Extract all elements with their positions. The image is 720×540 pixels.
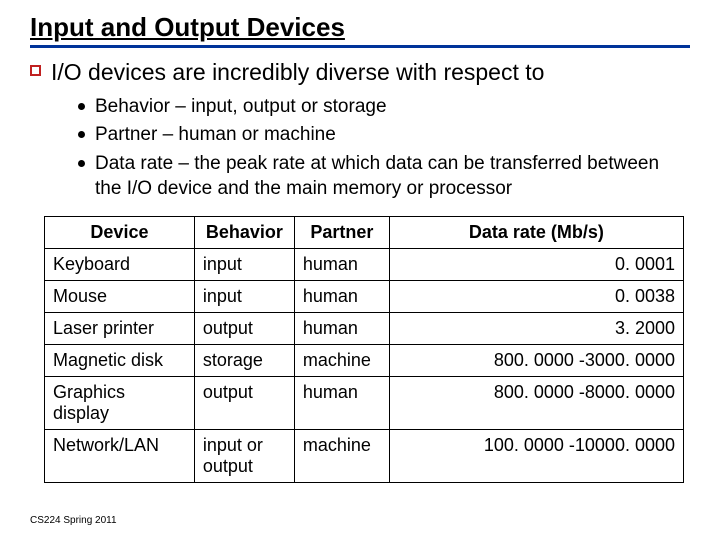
list-item: Data rate – the peak rate at which data … [78, 152, 690, 201]
main-bullet: I/O devices are incredibly diverse with … [30, 58, 690, 87]
slide-title: Input and Output Devices [30, 12, 690, 45]
slide: Input and Output Devices I/O devices are… [0, 0, 720, 483]
cell-device: Network/LAN [45, 429, 195, 482]
table-row: Mouse input human 0. 0038 [45, 280, 684, 312]
table-row: Network/LAN input or output machine 100.… [45, 429, 684, 482]
list-item: Partner – human or machine [78, 123, 690, 148]
cell-rate: 3. 2000 [389, 312, 683, 344]
cell-behavior: input [194, 248, 294, 280]
cell-device: Keyboard [45, 248, 195, 280]
cell-rate: 800. 0000 -8000. 0000 [389, 376, 683, 429]
table-header-row: Device Behavior Partner Data rate (Mb/s) [45, 216, 684, 248]
main-bullet-text: I/O devices are incredibly diverse with … [51, 58, 544, 87]
dot-bullet-icon [78, 160, 85, 167]
sub-bullet-text: Data rate – the peak rate at which data … [95, 152, 690, 201]
cell-behavior: output [194, 312, 294, 344]
cell-behavior: output [194, 376, 294, 429]
cell-behavior: storage [194, 344, 294, 376]
sub-bullet-text: Behavior – input, output or storage [95, 95, 387, 120]
cell-rate: 800. 0000 -3000. 0000 [389, 344, 683, 376]
cell-rate: 0. 0001 [389, 248, 683, 280]
col-header-behavior: Behavior [194, 216, 294, 248]
list-item: Behavior – input, output or storage [78, 95, 690, 120]
footer-text: CS224 Spring 2011 [30, 515, 117, 526]
cell-behavior: input or output [194, 429, 294, 482]
cell-rate: 0. 0038 [389, 280, 683, 312]
devices-table: Device Behavior Partner Data rate (Mb/s)… [44, 216, 684, 483]
cell-partner: human [294, 312, 389, 344]
dot-bullet-icon [78, 131, 85, 138]
table-row: Graphics display output human 800. 0000 … [45, 376, 684, 429]
cell-partner: machine [294, 344, 389, 376]
col-header-device: Device [45, 216, 195, 248]
cell-device: Laser printer [45, 312, 195, 344]
title-rule: Input and Output Devices [30, 12, 690, 48]
cell-partner: human [294, 376, 389, 429]
table-row: Magnetic disk storage machine 800. 0000 … [45, 344, 684, 376]
col-header-rate: Data rate (Mb/s) [389, 216, 683, 248]
sub-bullet-list: Behavior – input, output or storage Part… [78, 95, 690, 202]
cell-partner: machine [294, 429, 389, 482]
table-row: Laser printer output human 3. 2000 [45, 312, 684, 344]
square-bullet-icon [30, 65, 41, 76]
cell-rate: 100. 0000 -10000. 0000 [389, 429, 683, 482]
table-row: Keyboard input human 0. 0001 [45, 248, 684, 280]
cell-device: Magnetic disk [45, 344, 195, 376]
sub-bullet-text: Partner – human or machine [95, 123, 336, 148]
cell-behavior: input [194, 280, 294, 312]
cell-partner: human [294, 248, 389, 280]
dot-bullet-icon [78, 103, 85, 110]
cell-partner: human [294, 280, 389, 312]
col-header-partner: Partner [294, 216, 389, 248]
cell-device: Graphics display [45, 376, 195, 429]
cell-device: Mouse [45, 280, 195, 312]
